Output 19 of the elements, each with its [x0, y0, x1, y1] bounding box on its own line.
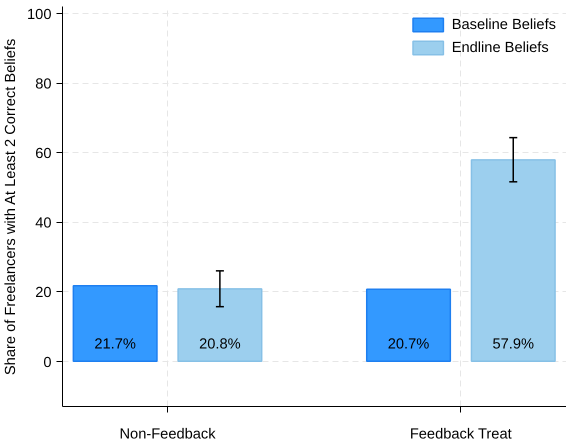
- legend-label: Endline Beliefs: [452, 40, 549, 56]
- x-tick-label: Feedback Treat: [410, 426, 512, 442]
- y-tick-label: 0: [43, 354, 52, 371]
- data-label: 21.7%: [94, 336, 136, 352]
- bar: [366, 288, 452, 362]
- y-tick-label: 80: [35, 76, 52, 93]
- data-label: 20.7%: [388, 336, 430, 352]
- legend-label: Baseline Beliefs: [452, 16, 556, 32]
- y-tick-label: 20: [35, 285, 52, 302]
- data-label: 20.8%: [199, 336, 241, 352]
- x-tick-label: Non-Feedback: [119, 426, 216, 442]
- y-tick-label: 100: [27, 6, 52, 23]
- bar: [470, 159, 556, 362]
- y-axis-title: Share of Freelancers with At Least 2 Correct Beliefs: [3, 38, 20, 376]
- bar: [72, 285, 158, 362]
- y-tick-label: 40: [35, 216, 52, 232]
- y-tick-label: 60: [35, 146, 52, 162]
- bar: [177, 288, 262, 362]
- data-label: 57.9%: [492, 336, 534, 352]
